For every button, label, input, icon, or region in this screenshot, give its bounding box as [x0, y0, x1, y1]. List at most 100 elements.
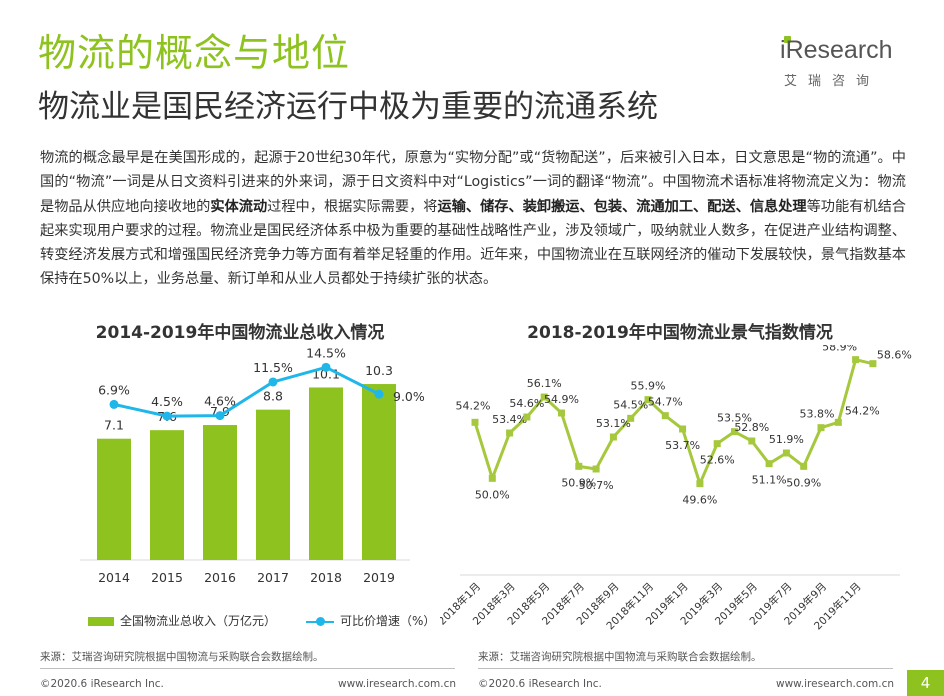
chart2-index-point	[696, 480, 704, 488]
chart2-index-label: 58.6%	[877, 349, 912, 362]
legend-bar-label: 全国物流业总收入（万亿元）	[120, 614, 277, 628]
chart2-index-label: 54.9%	[544, 393, 579, 406]
chart2-index-point	[869, 360, 877, 368]
chart1-x-tick-label: 2016	[204, 570, 236, 585]
chart1-growth-point	[268, 377, 278, 387]
logo-word: Research	[785, 36, 893, 64]
body-segment: 过程中，根据实际需要，将	[267, 198, 438, 215]
logo-subtitle: 艾瑞咨询	[784, 74, 881, 89]
chart2-index-label: 58.9%	[822, 345, 857, 354]
chart2-index-label: 54.6%	[509, 397, 544, 410]
chart1-growth-label: 4.6%	[204, 394, 236, 409]
chart2-index-label: 52.6%	[700, 454, 735, 467]
chart1-growth-label: 14.5%	[306, 345, 346, 360]
chart1-growth-line	[113, 365, 380, 418]
chart1-growth-point	[162, 411, 172, 421]
chart2-index-point	[661, 412, 669, 420]
chart1-growth-label: 6.9%	[98, 382, 130, 397]
legend-line-label: 可比价增速（%）	[340, 614, 436, 628]
page-number: 4	[907, 670, 944, 696]
legend-bar-swatch	[88, 617, 114, 626]
footer-divider-left	[40, 668, 455, 669]
chart2-index-label: 51.1%	[752, 474, 787, 487]
chart2-index-point	[817, 424, 825, 432]
chart1-x-tick-label: 2017	[257, 570, 289, 585]
chart2-index-point	[540, 393, 548, 401]
chart1-x-tick-label: 2019	[363, 570, 395, 585]
chart2-index-point	[852, 356, 860, 364]
page-subtitle: 物流业是国民经济运行中极为重要的流通系统	[38, 89, 658, 125]
chart1-growth-point	[321, 362, 331, 372]
chart1-bar-label: 8.8	[263, 389, 283, 404]
chart2-index-label: 54.2%	[845, 404, 880, 417]
logo-dot-icon	[784, 36, 791, 43]
chart1-title: 2014-2019年中国物流业总收入情况	[95, 323, 385, 343]
footer-copyright-right: ©2020.6 iResearch Inc.	[478, 678, 602, 690]
logo-prefix: i	[780, 36, 786, 64]
body-segment: 物流的概念最早是在美国形成的，起源于20世纪30年代，原意为“实物分配”或“货物…	[40, 150, 906, 215]
chart1-bar	[97, 438, 131, 560]
chart1-legend: 全国物流业总收入（万亿元） 可比价增速（%）	[88, 612, 435, 629]
footer-divider-right	[478, 668, 893, 669]
chart1-growth-label: 4.5%	[151, 394, 183, 409]
footer-copyright-left: ©2020.6 iResearch Inc.	[40, 678, 164, 690]
iresearch-logo: iResearch 艾瑞咨询	[776, 36, 896, 90]
chart1-x-tick-label: 2014	[98, 570, 130, 585]
chart2-index-label: 50.9%	[561, 476, 596, 489]
chart2-index-point	[765, 460, 773, 468]
chart2-index-point	[609, 433, 617, 441]
chart2-index-label: 53.7%	[665, 439, 700, 452]
chart2-index-label: 54.7%	[648, 396, 683, 409]
chart2-index-label: 50.0%	[475, 488, 510, 501]
chart1-x-tick-label: 2015	[151, 570, 183, 585]
chart2-index-point	[679, 425, 687, 433]
chart2-index-point	[644, 396, 652, 404]
chart1-bar	[362, 384, 396, 560]
chart2-index-point	[558, 409, 565, 417]
chart2-index-label: 52.8%	[734, 421, 769, 434]
page-title: 物流的概念与地位	[38, 31, 351, 75]
footer-url-left[interactable]: www.iresearch.com.cn	[338, 678, 457, 690]
chart2-index-point	[800, 462, 808, 470]
chart2-index-label: 51.9%	[769, 433, 804, 446]
chart1-growth-label: 11.5%	[253, 360, 293, 375]
chart2-index-label: 50.7%	[579, 479, 614, 492]
chart2-index-label: 55.9%	[631, 380, 666, 393]
chart1-x-tick-label: 2018	[310, 570, 342, 585]
chart2-index-point	[471, 418, 479, 426]
chart2-index-label: 56.1%	[527, 377, 562, 390]
chart2-index-label: 54.5%	[613, 398, 648, 411]
chart2-index-point	[731, 428, 738, 436]
chart2-index-point	[506, 429, 514, 437]
chart2-index-label: 53.1%	[596, 417, 631, 430]
chart1-bar-label: 10.3	[365, 363, 393, 378]
chart2-index-point	[627, 414, 635, 422]
chart2-index-point	[523, 413, 531, 421]
chart2-index-label: 53.8%	[800, 408, 835, 421]
body-emphasis: 实体流动	[210, 198, 268, 215]
chart1-bar	[309, 387, 343, 560]
legend-line-swatch	[306, 617, 335, 626]
chart2-index-point	[713, 440, 721, 448]
chart2-index-point	[834, 418, 842, 426]
chart1-growth-point	[215, 411, 225, 421]
chart2-index-label: 50.9%	[786, 476, 821, 489]
chart2-index-label: 53.4%	[492, 413, 527, 426]
chart2-index-point	[748, 437, 756, 445]
chart2-index-label: 53.5%	[717, 412, 752, 425]
chart2-index-label: 54.2%	[456, 399, 491, 412]
footer-url-right[interactable]: www.iresearch.com.cn	[776, 678, 895, 690]
chart1-growth-point	[109, 399, 119, 409]
chart2-index-point	[782, 449, 790, 457]
chart2-title: 2018-2019年中国物流业景气指数情况	[527, 323, 833, 343]
logo-text: iResearch	[780, 36, 893, 65]
chart1-growth-point	[374, 389, 384, 399]
body-segment: 等功能有机结合起来实现用户要求的过程。物流业是国民经济体系中极为重要的基础性战略…	[40, 198, 906, 288]
body-emphasis: 运输、储存、装卸搬运、包装、流通加工、配送、信息处理	[437, 198, 807, 215]
source-note-left: 来源：艾瑞咨询研究院根据中国物流与采购联合会数据绘制。	[40, 651, 324, 663]
chart2-index-point	[575, 462, 583, 470]
chart2-index: 54.2%50.0%53.4%54.6%56.1%54.9%50.9%50.7%…	[440, 345, 912, 632]
source-note-right: 来源：艾瑞咨询研究院根据中国物流与采购联合会数据绘制。	[478, 651, 762, 663]
chart1-growth-label: 9.0%	[393, 389, 425, 404]
chart2-index-point	[592, 465, 600, 473]
